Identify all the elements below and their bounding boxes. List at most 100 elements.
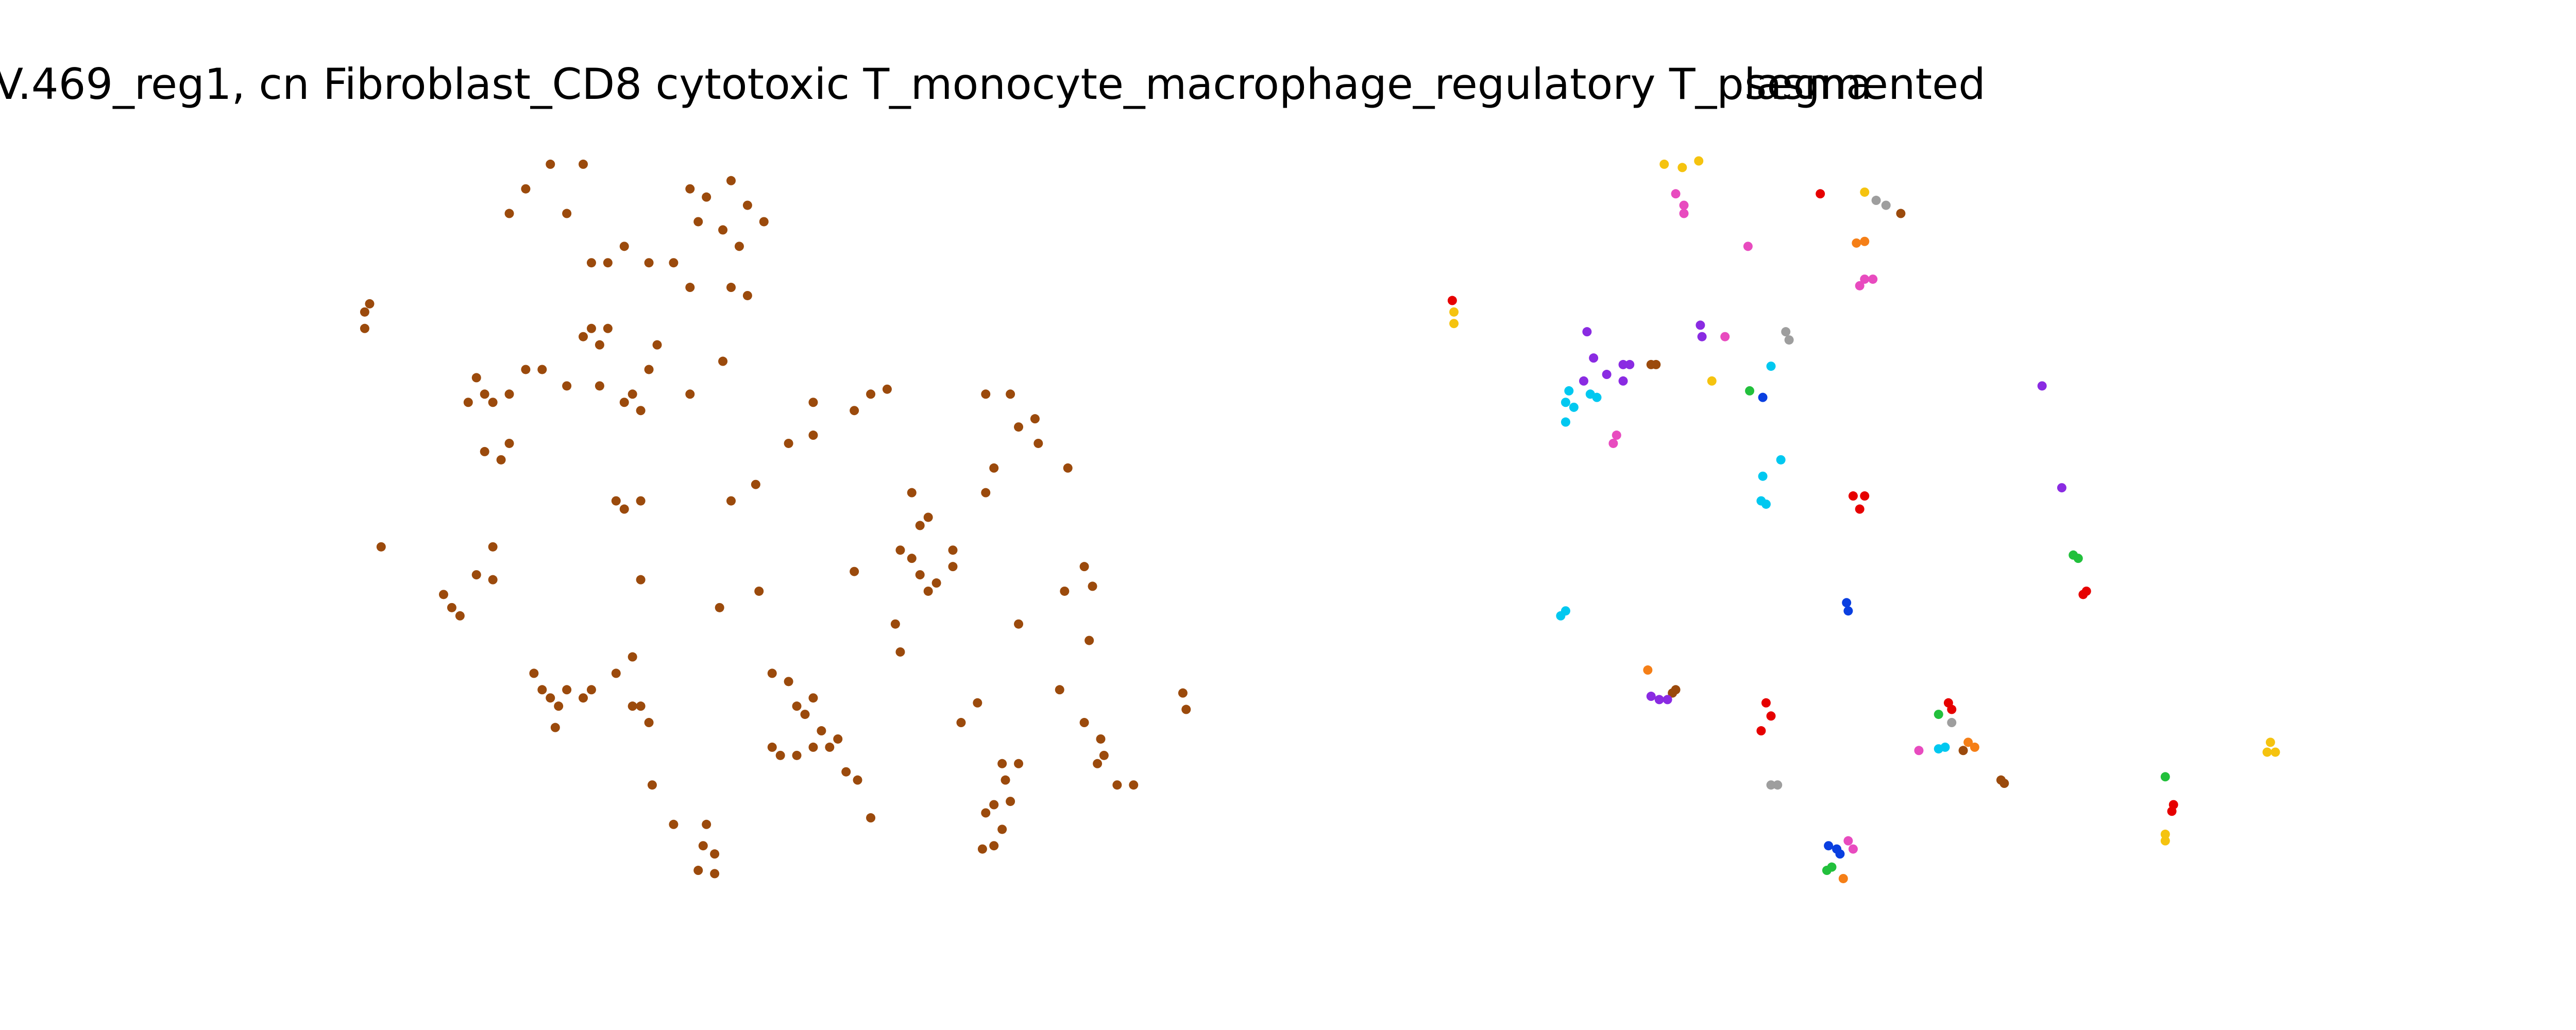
point: [360, 307, 369, 317]
point: [1773, 780, 1783, 790]
point: [1758, 392, 1768, 402]
point: [2057, 483, 2066, 493]
point: [997, 759, 1007, 768]
point: [644, 258, 654, 268]
point: [981, 808, 991, 818]
point: [784, 438, 793, 448]
point: [997, 825, 1007, 834]
point: [710, 849, 720, 859]
point: [636, 701, 646, 711]
point: [923, 586, 933, 596]
point: [702, 192, 711, 202]
point: [636, 496, 646, 506]
point: [554, 701, 564, 711]
point: [751, 479, 760, 489]
point: [1625, 359, 1635, 369]
point: [2265, 737, 2275, 747]
point: [693, 217, 703, 227]
point: [1843, 836, 1853, 846]
point: [1096, 734, 1106, 744]
point: [1855, 504, 1865, 514]
point: [685, 184, 695, 194]
point: [1088, 581, 1097, 591]
point: [365, 299, 375, 308]
point: [1745, 386, 1755, 396]
point: [792, 701, 802, 711]
point: [480, 447, 489, 456]
point: [1564, 386, 1574, 396]
point: [702, 819, 711, 829]
point: [1843, 606, 1853, 616]
point: [1449, 319, 1459, 329]
point: [537, 365, 547, 374]
point: [710, 869, 720, 879]
point: [2160, 836, 2170, 846]
point: [1914, 746, 1924, 756]
point: [1707, 376, 1717, 386]
point: [895, 647, 905, 657]
point: [1827, 862, 1837, 872]
point: [1696, 320, 1705, 330]
point: [1766, 362, 1776, 371]
point: [1612, 431, 1621, 440]
point: [726, 176, 736, 185]
point: [1848, 844, 1858, 854]
point: [693, 866, 703, 876]
point: [1099, 750, 1109, 760]
point: [463, 398, 473, 407]
point: [1582, 327, 1592, 337]
point: [562, 685, 572, 695]
point: [1824, 841, 1834, 851]
point: [628, 652, 637, 662]
point: [644, 365, 654, 374]
point: [775, 750, 785, 760]
point: [808, 742, 818, 752]
point: [1761, 499, 1771, 509]
point: [850, 406, 859, 416]
point: [1671, 189, 1681, 199]
point: [923, 512, 933, 522]
point: [586, 258, 596, 268]
point: [850, 566, 859, 576]
point: [1618, 359, 1628, 369]
point: [907, 554, 917, 563]
point: [841, 767, 851, 777]
point: [504, 389, 514, 399]
point: [698, 841, 708, 851]
point: [1651, 359, 1661, 369]
point: [2160, 772, 2170, 782]
point: [800, 710, 810, 719]
point: [1835, 849, 1845, 859]
point: [562, 381, 572, 391]
point: [471, 570, 481, 580]
point: [726, 283, 736, 293]
point: [948, 562, 958, 572]
point: [1766, 780, 1776, 790]
panel-title: V.469_reg1, cn Fibroblast_CD8 cytotoxic …: [0, 59, 1872, 109]
point: [1784, 335, 1794, 345]
point: [579, 693, 588, 703]
point: [915, 570, 925, 580]
point: [1569, 402, 1579, 412]
point: [644, 718, 654, 728]
point: [1848, 491, 1858, 501]
point: [907, 488, 917, 497]
point: [981, 488, 991, 497]
point: [521, 184, 531, 194]
point: [504, 209, 514, 218]
point: [1093, 759, 1103, 768]
point: [754, 586, 764, 596]
point: [718, 225, 728, 235]
point: [595, 340, 604, 350]
point: [628, 701, 637, 711]
point: [931, 578, 941, 588]
point: [718, 356, 728, 366]
point: [1860, 491, 1870, 501]
point: [1842, 598, 1852, 608]
point: [1947, 705, 1957, 714]
point: [742, 290, 752, 300]
point: [685, 389, 695, 399]
point: [1958, 746, 1968, 756]
